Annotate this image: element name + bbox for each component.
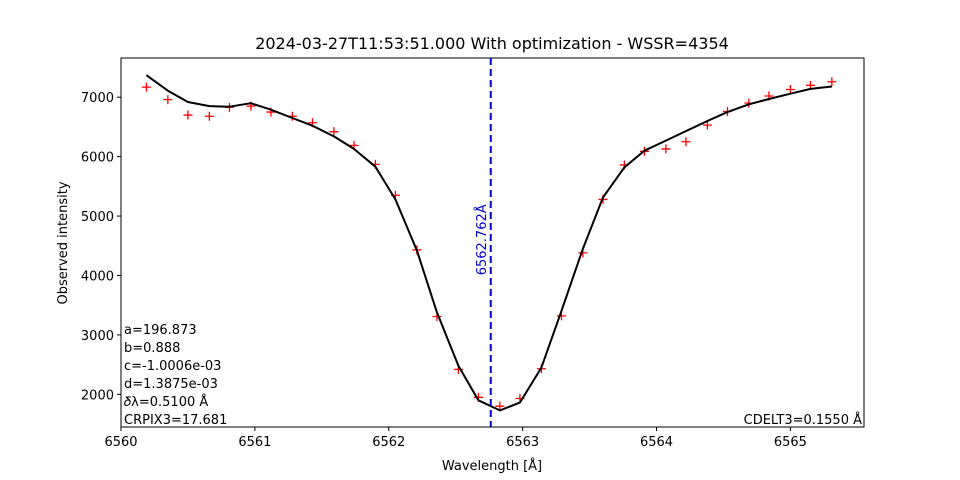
center-wavelength-label: 6562.762Å — [474, 204, 490, 275]
fit-line — [145, 74, 833, 412]
data-point-marker — [141, 82, 151, 92]
x-tick-label: 6561 — [238, 435, 271, 450]
x-tick-label: 6565 — [774, 435, 807, 450]
data-point-marker — [702, 120, 712, 130]
fit-parameter-text: d=1.3875e-03 — [124, 377, 218, 392]
y-tick-label: 6000 — [81, 151, 114, 166]
chart-title: 2024-03-27T11:53:51.000 With optimizatio… — [255, 34, 729, 53]
x-tick-label: 6560 — [104, 435, 137, 450]
y-axis-title: Observed intensity — [56, 181, 71, 304]
y-tick-label: 7000 — [81, 91, 114, 106]
data-point-marker — [785, 84, 795, 94]
fit-parameter-text: 𝛿λ=0.5100 Å — [124, 394, 208, 410]
y-tick-label: 4000 — [81, 269, 114, 284]
data-point-marker — [495, 401, 505, 411]
plot-frame — [120, 57, 865, 428]
y-tick-label: 3000 — [81, 329, 114, 344]
data-point-marker — [204, 111, 214, 121]
x-tick-label: 6562 — [372, 435, 405, 450]
x-axis-title: Wavelength [Å] — [442, 458, 542, 474]
fit-parameter-text: b=0.888 — [124, 341, 180, 356]
fit-parameter-text: c=-1.0006e-03 — [124, 359, 221, 374]
fit-parameter-text: CRPIX3=17.681 — [124, 413, 227, 428]
fit-parameter-text: a=196.873 — [124, 323, 197, 338]
data-point-marker — [661, 144, 671, 154]
cdelt-text: CDELT3=0.1550 Å — [744, 412, 862, 428]
y-tick-label: 5000 — [81, 210, 114, 225]
y-tick-label: 2000 — [81, 388, 114, 403]
data-point-marker — [163, 95, 173, 105]
data-point-marker — [329, 127, 339, 137]
data-point-marker — [681, 137, 691, 147]
data-point-marker — [827, 77, 837, 87]
data-point-marker — [183, 110, 193, 120]
x-tick-label: 6563 — [506, 435, 539, 450]
x-tick-label: 6564 — [640, 435, 673, 450]
